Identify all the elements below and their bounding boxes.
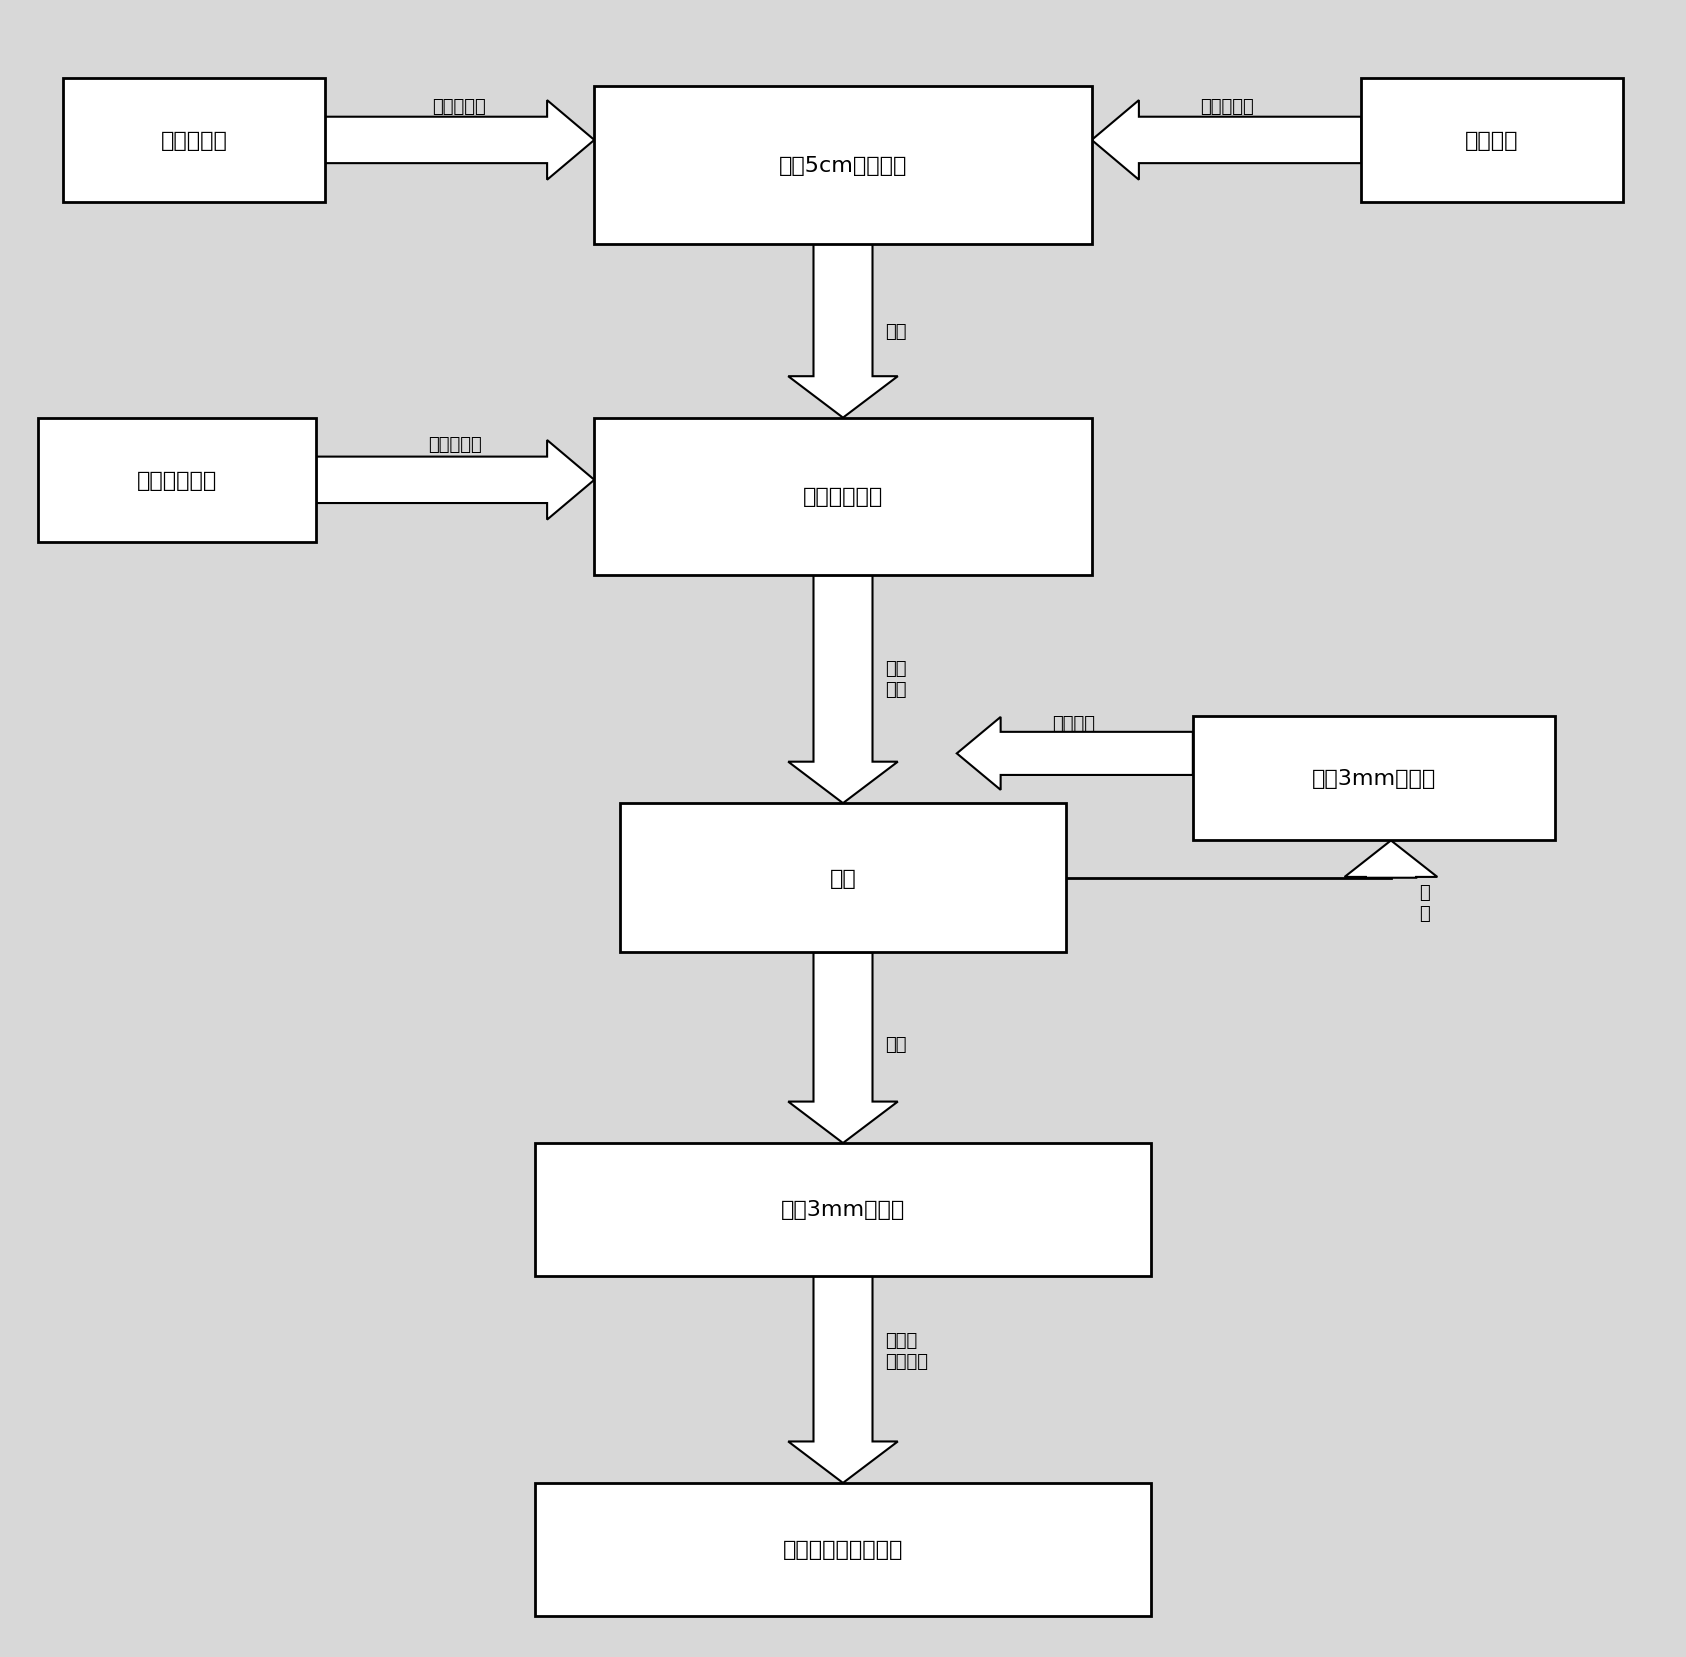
- Text: 筛
选: 筛 选: [1420, 883, 1430, 923]
- Text: 通风、
自然风干: 通风、 自然风干: [885, 1331, 929, 1370]
- Polygon shape: [315, 441, 593, 520]
- Text: 氢氧化铁胶体: 氢氧化铁胶体: [137, 471, 217, 490]
- Polygon shape: [787, 1276, 897, 1483]
- Bar: [64, 78, 324, 202]
- Polygon shape: [956, 717, 1192, 790]
- Bar: [593, 419, 1091, 577]
- Text: 振荡
造粒: 振荡 造粒: [885, 659, 907, 699]
- Text: 坚硬颗粒，制得产品: 坚硬颗粒，制得产品: [782, 1539, 904, 1559]
- Bar: [37, 419, 317, 543]
- Text: 有机物料粉末: 有机物料粉末: [803, 487, 883, 507]
- Polygon shape: [787, 244, 897, 418]
- Text: 碾碎、风干: 碾碎、风干: [432, 98, 486, 116]
- Polygon shape: [324, 101, 593, 181]
- Text: 颗粒: 颗粒: [830, 868, 856, 888]
- Text: 水稻秸秆: 水稻秸秆: [1465, 131, 1519, 151]
- Polygon shape: [787, 577, 897, 804]
- Text: 疏松分散: 疏松分散: [1052, 714, 1096, 732]
- Polygon shape: [787, 953, 897, 1143]
- Text: 小于5cm有机物料: 小于5cm有机物料: [779, 156, 907, 176]
- Bar: [1361, 78, 1622, 202]
- Text: 收集: 收集: [885, 1036, 907, 1052]
- Text: 切割、烘干: 切割、烘干: [1200, 98, 1254, 116]
- Polygon shape: [1091, 101, 1361, 181]
- Text: 小于3mm的颗粒: 小于3mm的颗粒: [781, 1200, 905, 1220]
- Polygon shape: [1345, 842, 1436, 878]
- Bar: [593, 86, 1091, 244]
- Text: 猪粪、污泥: 猪粪、污泥: [160, 131, 228, 151]
- Text: 按比例加入: 按比例加入: [428, 436, 482, 454]
- Text: 大于3mm的颗粒: 大于3mm的颗粒: [1312, 769, 1436, 789]
- Bar: [536, 1483, 1150, 1616]
- Bar: [536, 1143, 1150, 1276]
- Bar: [620, 804, 1067, 953]
- Bar: [1192, 716, 1554, 842]
- Text: 粉碎: 粉碎: [885, 323, 907, 340]
